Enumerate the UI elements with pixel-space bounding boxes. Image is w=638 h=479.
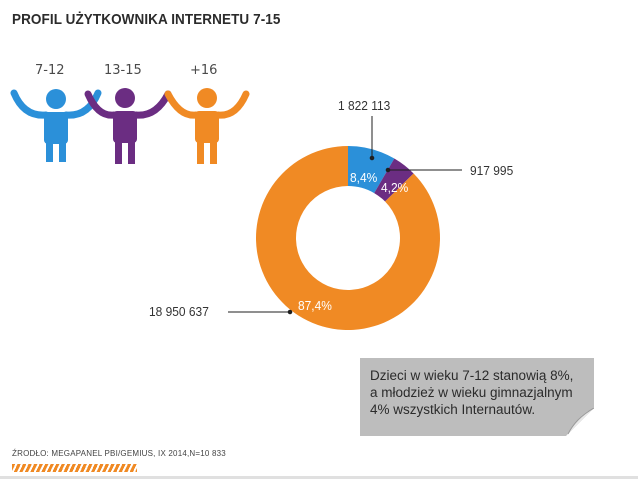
- percent-label-16-plus: 87,4%: [298, 298, 332, 313]
- note-line-3: 4% wszystkich Internautów.: [370, 402, 536, 417]
- age-group-label-13-15: 13-15: [104, 63, 142, 78]
- note-box: [360, 358, 594, 436]
- slice-13-15: [374, 158, 414, 202]
- teen-figure-icon: [84, 88, 172, 164]
- decorative-stripe-bar: [12, 464, 137, 472]
- age-group-label-16-plus: +16: [190, 63, 218, 78]
- child-figure-icon: [10, 89, 102, 162]
- value-label-16-plus: 18 950 637: [149, 304, 209, 319]
- bottom-bar: [0, 476, 638, 479]
- slice-16-plus: [256, 146, 440, 330]
- leader-dot-13-15: [385, 167, 391, 173]
- page-title: PROFIL UŻYTKOWNIKA INTERNETU 7-15: [12, 11, 281, 28]
- note-line-1: Dzieci w wieku 7-12 stanowią 8%,: [370, 368, 574, 383]
- age-figures: [10, 88, 250, 164]
- percent-label-7-12: 8,4%: [350, 170, 378, 185]
- slice-7-12: [348, 146, 395, 194]
- leader-lines: [228, 116, 462, 315]
- value-label-13-15: 917 995: [470, 163, 514, 178]
- source-text: ŹRODŁO: MEGAPANEL PBI/GEMIUS, IX 2014,N=…: [12, 449, 226, 458]
- leader-dot-16-plus: [287, 309, 293, 315]
- leader-dot-7-12: [369, 155, 375, 161]
- note-line-2: a młodzież w wieku gimnazjalnym: [370, 385, 573, 400]
- note-text: Dzieci w wieku 7-12 stanowią 8%, a młodz…: [370, 367, 590, 418]
- page-curl-icon: [566, 408, 594, 436]
- value-label-7-12: 1 822 113: [338, 98, 391, 113]
- adult-figure-icon: [164, 88, 250, 164]
- age-group-label-7-12: 7-12: [35, 63, 65, 78]
- percent-label-13-15: 4,2%: [381, 180, 409, 195]
